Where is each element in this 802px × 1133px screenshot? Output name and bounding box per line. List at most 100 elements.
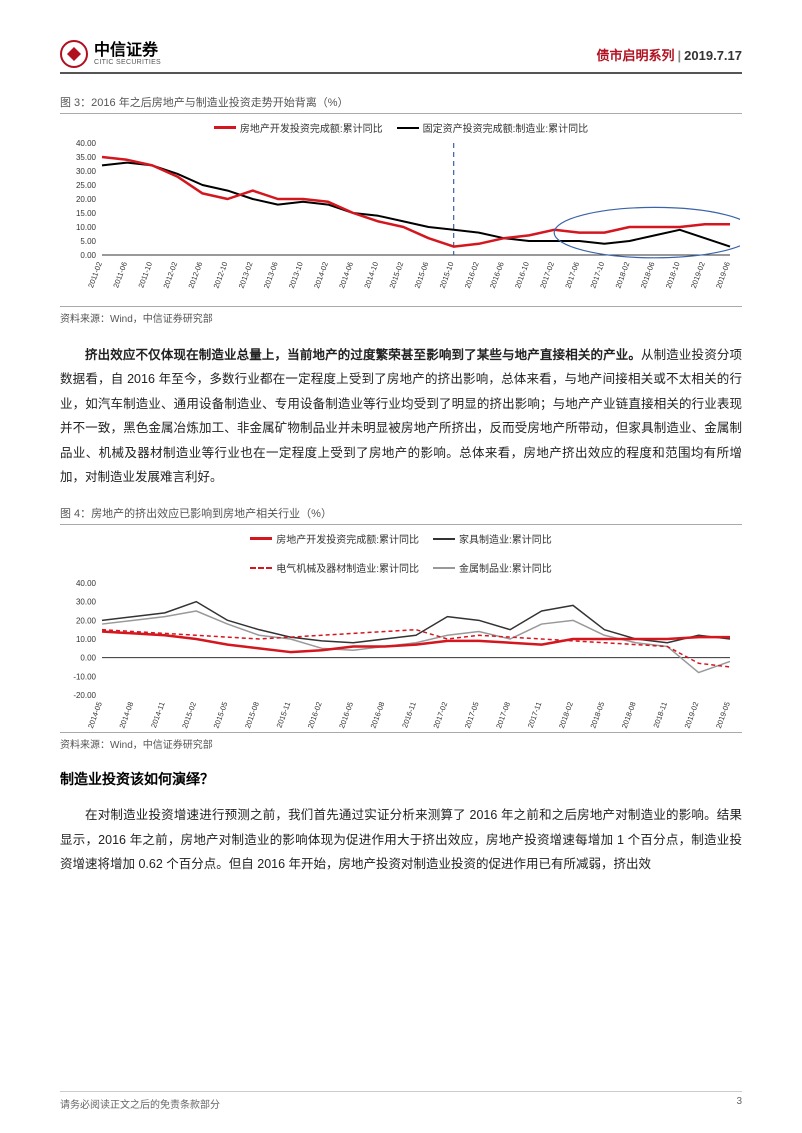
- svg-text:25.00: 25.00: [76, 181, 97, 190]
- legend-swatch: [250, 567, 272, 569]
- chart4: 房地产开发投资完成额:累计同比 家具制造业:累计同比 电气机械及器材制造业:累计…: [60, 531, 742, 726]
- chart4-title: 图 4：房地产的挤出效应已影响到房地产相关行业（%）: [60, 505, 742, 525]
- para1-rest: 从制造业投资分项数据看，自 2016 年至今，多数行业都在一定程度上受到了房地产…: [60, 348, 742, 484]
- svg-text:40.00: 40.00: [76, 139, 97, 148]
- legend-label: 房地产开发投资完成额:累计同比: [240, 120, 383, 135]
- svg-text:2013-02: 2013-02: [237, 261, 255, 290]
- logo-text-en: CITIC SECURITIES: [94, 59, 161, 66]
- svg-text:2018-02: 2018-02: [614, 261, 632, 290]
- footer-disclaimer: 请务必阅读正文之后的免责条款部分: [60, 1096, 220, 1111]
- svg-text:0.00: 0.00: [80, 654, 96, 663]
- para1-bold: 挤出效应不仅体现在制造业总量上，当前地产的过度繁荣甚至影响到了某些与地产直接相关…: [85, 348, 641, 362]
- svg-text:2017-11: 2017-11: [526, 701, 544, 729]
- svg-text:20.00: 20.00: [76, 617, 97, 626]
- svg-text:2014-08: 2014-08: [117, 701, 135, 730]
- chart3: 房地产开发投资完成额:累计同比 固定资产投资完成额:制造业:累计同比 0.00 5…: [60, 120, 742, 300]
- svg-text:2014-05: 2014-05: [86, 701, 104, 730]
- header-right: 债市启明系列|2019.7.17: [597, 45, 743, 64]
- svg-text:2018-02: 2018-02: [557, 701, 575, 730]
- svg-text:2017-10: 2017-10: [588, 261, 606, 290]
- paragraph-1: 挤出效应不仅体现在制造业总量上，当前地产的过度繁荣甚至影响到了某些与地产直接相关…: [60, 343, 742, 489]
- svg-text:30.00: 30.00: [76, 598, 97, 607]
- svg-text:2013-06: 2013-06: [262, 261, 280, 290]
- chart3-legend: 房地产开发投资完成额:累计同比 固定资产投资完成额:制造业:累计同比: [60, 120, 742, 135]
- svg-text:5.00: 5.00: [80, 237, 96, 246]
- svg-text:2014-10: 2014-10: [362, 261, 380, 290]
- svg-text:2018-10: 2018-10: [664, 261, 682, 290]
- svg-text:2015-08: 2015-08: [243, 701, 261, 730]
- svg-text:2017-05: 2017-05: [463, 701, 481, 730]
- chart4-legend: 房地产开发投资完成额:累计同比 家具制造业:累计同比 电气机械及器材制造业:累计…: [161, 531, 641, 575]
- legend-swatch: [214, 126, 236, 129]
- series-name: 债市启明系列: [597, 48, 675, 63]
- svg-text:-20.00: -20.00: [73, 691, 96, 700]
- legend-label: 金属制品业:累计同比: [459, 560, 552, 575]
- svg-text:2015-11: 2015-11: [275, 701, 293, 729]
- legend-swatch: [433, 538, 455, 540]
- svg-text:2016-05: 2016-05: [337, 701, 355, 730]
- page-number: 3: [736, 1096, 742, 1111]
- svg-text:30.00: 30.00: [76, 167, 97, 176]
- page-footer: 请务必阅读正文之后的免责条款部分 3: [60, 1091, 742, 1111]
- svg-text:2017-02: 2017-02: [538, 261, 556, 290]
- svg-text:2019-05: 2019-05: [714, 701, 732, 730]
- legend-swatch: [397, 127, 419, 129]
- svg-text:2017-08: 2017-08: [494, 701, 512, 730]
- logo: 中信证券 CITIC SECURITIES: [60, 40, 161, 68]
- svg-text:2019-02: 2019-02: [689, 261, 707, 290]
- report-date: 2019.7.17: [684, 48, 742, 63]
- svg-text:2014-11: 2014-11: [149, 701, 167, 729]
- svg-text:-10.00: -10.00: [73, 673, 96, 682]
- legend-swatch: [250, 537, 272, 540]
- svg-text:2015-05: 2015-05: [212, 701, 230, 730]
- svg-text:2016-08: 2016-08: [369, 701, 387, 730]
- page-header: 中信证券 CITIC SECURITIES 债市启明系列|2019.7.17: [60, 40, 742, 74]
- legend-label: 电气机械及器材制造业:累计同比: [276, 560, 419, 575]
- svg-text:2016-10: 2016-10: [513, 261, 531, 290]
- svg-text:10.00: 10.00: [76, 223, 97, 232]
- svg-text:35.00: 35.00: [76, 153, 97, 162]
- svg-text:2016-02: 2016-02: [306, 701, 324, 730]
- svg-text:2012-02: 2012-02: [161, 261, 179, 290]
- svg-text:2014-02: 2014-02: [312, 261, 330, 290]
- svg-text:2012-06: 2012-06: [186, 261, 204, 290]
- chart3-source: 资料来源：Wind，中信证券研究部: [60, 306, 742, 325]
- svg-text:2011-02: 2011-02: [86, 261, 104, 289]
- logo-icon: [60, 40, 88, 68]
- svg-text:0.00: 0.00: [80, 251, 96, 260]
- svg-text:2019-06: 2019-06: [714, 261, 732, 290]
- svg-text:2015-06: 2015-06: [413, 261, 431, 290]
- chart3-title: 图 3：2016 年之后房地产与制造业投资走势开始背离（%）: [60, 94, 742, 114]
- svg-text:2013-10: 2013-10: [287, 261, 305, 290]
- paragraph-2: 在对制造业投资增速进行预测之前，我们首先通过实证分析来测算了 2016 年之前和…: [60, 803, 742, 876]
- svg-text:20.00: 20.00: [76, 195, 97, 204]
- svg-text:10.00: 10.00: [76, 635, 97, 644]
- svg-text:2018-08: 2018-08: [620, 701, 638, 730]
- chart3-svg: 0.00 5.00 10.00 15.00 20.00 25.00 30.00 35.00 40…: [60, 137, 740, 297]
- legend-swatch: [433, 567, 455, 569]
- chart4-svg: -20.00 -10.00 0.00 10.00 20.00 30.00 40.00 2014…: [60, 577, 740, 737]
- svg-text:2016-11: 2016-11: [400, 701, 418, 729]
- legend-label: 固定资产投资完成额:制造业:累计同比: [423, 120, 589, 135]
- svg-text:2018-11: 2018-11: [651, 701, 669, 729]
- legend-label: 家具制造业:累计同比: [459, 531, 552, 546]
- svg-text:2017-02: 2017-02: [431, 701, 449, 730]
- svg-text:2016-02: 2016-02: [463, 261, 481, 290]
- svg-text:2012-10: 2012-10: [212, 261, 230, 290]
- svg-text:2017-06: 2017-06: [563, 261, 581, 290]
- svg-text:2018-05: 2018-05: [588, 701, 606, 730]
- svg-text:2016-06: 2016-06: [488, 261, 506, 290]
- legend-label: 房地产开发投资完成额:累计同比: [276, 531, 419, 546]
- svg-text:2011-06: 2011-06: [111, 261, 129, 289]
- svg-text:2015-02: 2015-02: [387, 261, 405, 290]
- svg-text:2019-02: 2019-02: [683, 701, 701, 730]
- section-heading: 制造业投资该如何演绎？: [60, 769, 742, 789]
- svg-text:2018-06: 2018-06: [639, 261, 657, 290]
- svg-text:40.00: 40.00: [76, 579, 97, 588]
- svg-text:2011-10: 2011-10: [136, 261, 154, 289]
- svg-text:2014-06: 2014-06: [337, 261, 355, 290]
- svg-text:15.00: 15.00: [76, 209, 97, 218]
- svg-text:2015-10: 2015-10: [438, 261, 456, 290]
- logo-text-cn: 中信证券: [94, 43, 161, 59]
- svg-text:2015-02: 2015-02: [180, 701, 198, 730]
